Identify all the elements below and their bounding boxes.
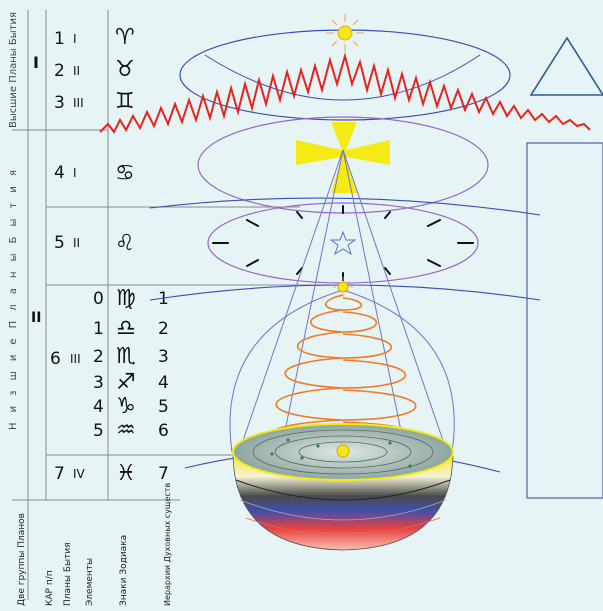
higher-planes-label: Высшие Планы Бытия — [8, 12, 19, 128]
sub-rows: 0 ♍ 1 1 ♎ 2 2 ♏ 3 3 ♐ 4 4 ♑ 5 5 ♒ 6 ♓ 7 — [93, 286, 169, 486]
plane-roman-6: III — [70, 352, 81, 366]
plane-num-3: 3 — [54, 93, 65, 113]
sub-right-2: 3 — [158, 347, 169, 367]
sub-sign-6: ♓ — [116, 461, 136, 486]
sub-left-5: 5 — [93, 421, 104, 441]
sub-right-6: 7 — [158, 464, 169, 484]
sub-sign-2: ♏ — [116, 344, 136, 369]
legend-box — [526, 142, 603, 499]
plane-num-1: 1 — [54, 29, 65, 49]
group-II-label: II — [31, 310, 41, 326]
plane-num-5: 5 — [54, 233, 65, 253]
axis-label-groups: Две группы Планов — [17, 513, 27, 606]
zigzag-wave — [99, 52, 591, 134]
group-I-label: I — [33, 53, 39, 72]
sub-sign-0: ♍ — [116, 286, 136, 311]
sub-left-2: 2 — [93, 347, 104, 367]
cross-icon — [296, 122, 390, 193]
axis-label-zodiac: Знаки Зодиака — [119, 535, 129, 606]
sub-sign-5: ♒ — [116, 418, 136, 443]
plane-roman-7: IV — [73, 467, 86, 481]
sub-sign-1: ♎ — [116, 316, 136, 341]
plane-roman-2: II — [73, 64, 80, 78]
star-icon — [329, 230, 357, 256]
sub-right-4: 5 — [158, 397, 169, 417]
plane-num-6: 6 — [50, 349, 61, 369]
sub-right-1: 2 — [158, 319, 169, 339]
zodiac-sign-5: ♌ — [115, 231, 135, 256]
axis-label-planes: Планы Бытия — [63, 542, 73, 606]
sub-left-0: 0 — [93, 289, 104, 309]
lower-planes-label: Н и з ш и е П л а н ы Б ы т и я — [8, 170, 19, 430]
sub-right-0: 1 — [158, 289, 169, 309]
zodiac-sign-4: ♋ — [115, 161, 135, 186]
top-ellipse-plane — [179, 29, 511, 121]
axis-label-kar: КАР п/п — [45, 570, 55, 606]
sub-right-5: 6 — [158, 421, 169, 441]
plane-roman-3: III — [73, 96, 84, 110]
sub-sign-4: ♑ — [116, 394, 136, 419]
bottom-axis-labels: Две группы Планов КАР п/п Планы Бытия Эл… — [17, 483, 172, 606]
plane-roman-1: I — [73, 32, 77, 46]
plane-rows: 1 I ♈ 2 II ♉ 3 III ♊ 4 I ♋ 5 II ♌ 6 III … — [50, 25, 135, 484]
zodiac-sign-3: ♊ — [115, 89, 135, 114]
clock-ellipse — [207, 202, 479, 284]
spiral-vortex — [270, 294, 419, 449]
sub-sign-3: ♐ — [116, 370, 136, 395]
sun-icon — [326, 14, 364, 52]
cone-lines — [229, 149, 455, 456]
axis-label-elements: Элементы — [85, 558, 95, 606]
plane-num-2: 2 — [54, 61, 65, 81]
sub-left-1: 1 — [93, 319, 104, 339]
plane-roman-4: I — [73, 166, 77, 180]
spiral-sun-icon — [333, 277, 353, 297]
sub-right-3: 4 — [158, 373, 169, 393]
sub-left-3: 3 — [93, 373, 104, 393]
plane-num-4: 4 — [54, 163, 65, 183]
zodiac-sign-2: ♉ — [115, 57, 135, 82]
plane-num-7: 7 — [54, 464, 65, 484]
earth-bowl — [232, 423, 454, 551]
table-grid — [12, 10, 350, 600]
triangle-icon — [529, 36, 603, 96]
zodiac-sign-1: ♈ — [115, 25, 135, 50]
plane-roman-5: II — [73, 236, 80, 250]
axis-label-hierarchies: Иерархии Духовных существ — [163, 483, 172, 606]
sub-left-4: 4 — [93, 397, 104, 417]
